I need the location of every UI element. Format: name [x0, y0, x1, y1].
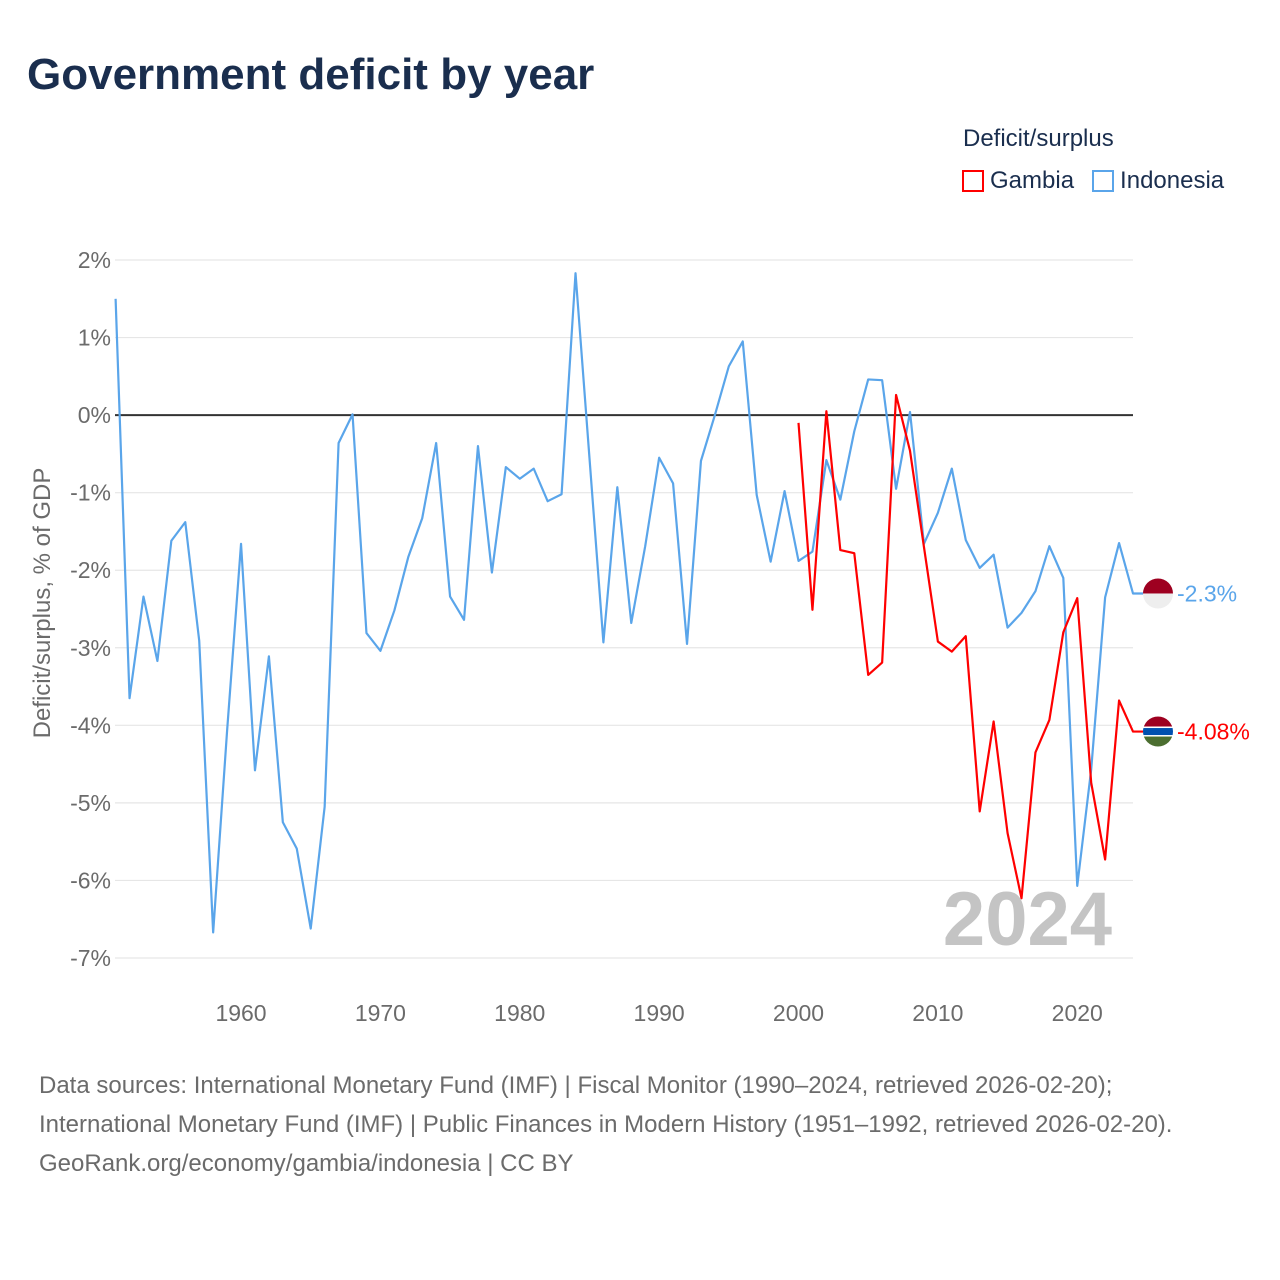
series-line-gambia [797, 393, 1143, 900]
x-tick-label: 2010 [912, 1000, 963, 1026]
x-tick-label: 1990 [634, 1000, 685, 1026]
y-tick-label: -5% [70, 790, 111, 816]
line-chart: 2024 Deficit/surplus, % of GDP 2% 1% 0% -1%… [29, 247, 1250, 1026]
legend-swatch-indonesia [1092, 170, 1115, 192]
legend-swatch-gambia [962, 170, 984, 192]
flag-icon-gambia [1143, 716, 1173, 747]
y-tick-label: -4% [70, 712, 111, 738]
y-tick-label: 0% [78, 402, 111, 428]
x-tick-label: 2000 [773, 1000, 824, 1026]
series-line-indonesia [114, 272, 1143, 934]
watermark-year: 2024 [943, 877, 1112, 962]
y-axis-label: Deficit/surplus, % of GDP [29, 468, 56, 739]
data-sources: Data sources: International Monetary Fun… [39, 1066, 1239, 1183]
legend: Gambia Indonesia [962, 167, 1224, 195]
y-tick-label: 1% [78, 325, 111, 351]
y-tick-label: -6% [70, 867, 111, 893]
legend-label: Gambia [990, 167, 1075, 194]
sources-text: Data sources: International Monetary Fun… [39, 1072, 1173, 1138]
legend-label: Indonesia [1120, 167, 1225, 194]
y-tick-label: 2% [78, 247, 111, 273]
x-tick-label: 2020 [1052, 1000, 1103, 1026]
legend-title: Deficit/surplus [963, 125, 1114, 152]
site-credit[interactable]: GeoRank.org/economy/gambia/indonesia | C… [39, 1150, 574, 1177]
legend-item-gambia[interactable]: Gambia [962, 167, 1074, 195]
end-value-label: -2.3% [1177, 580, 1237, 606]
y-tick-label: -1% [70, 480, 111, 506]
y-tick-label: -2% [70, 557, 111, 583]
end-value-label: -4.08% [1177, 719, 1250, 745]
x-tick-label: 1970 [355, 1000, 406, 1026]
chart-title: Government deficit by year [27, 50, 595, 99]
x-tick-label: 1980 [494, 1000, 545, 1026]
flag-icon-indonesia [1143, 578, 1173, 609]
x-tick-label: 1960 [215, 1000, 266, 1026]
y-tick-label: -3% [70, 635, 111, 661]
legend-item-indonesia[interactable]: Indonesia [1092, 167, 1224, 195]
y-tick-label: -7% [70, 945, 111, 971]
